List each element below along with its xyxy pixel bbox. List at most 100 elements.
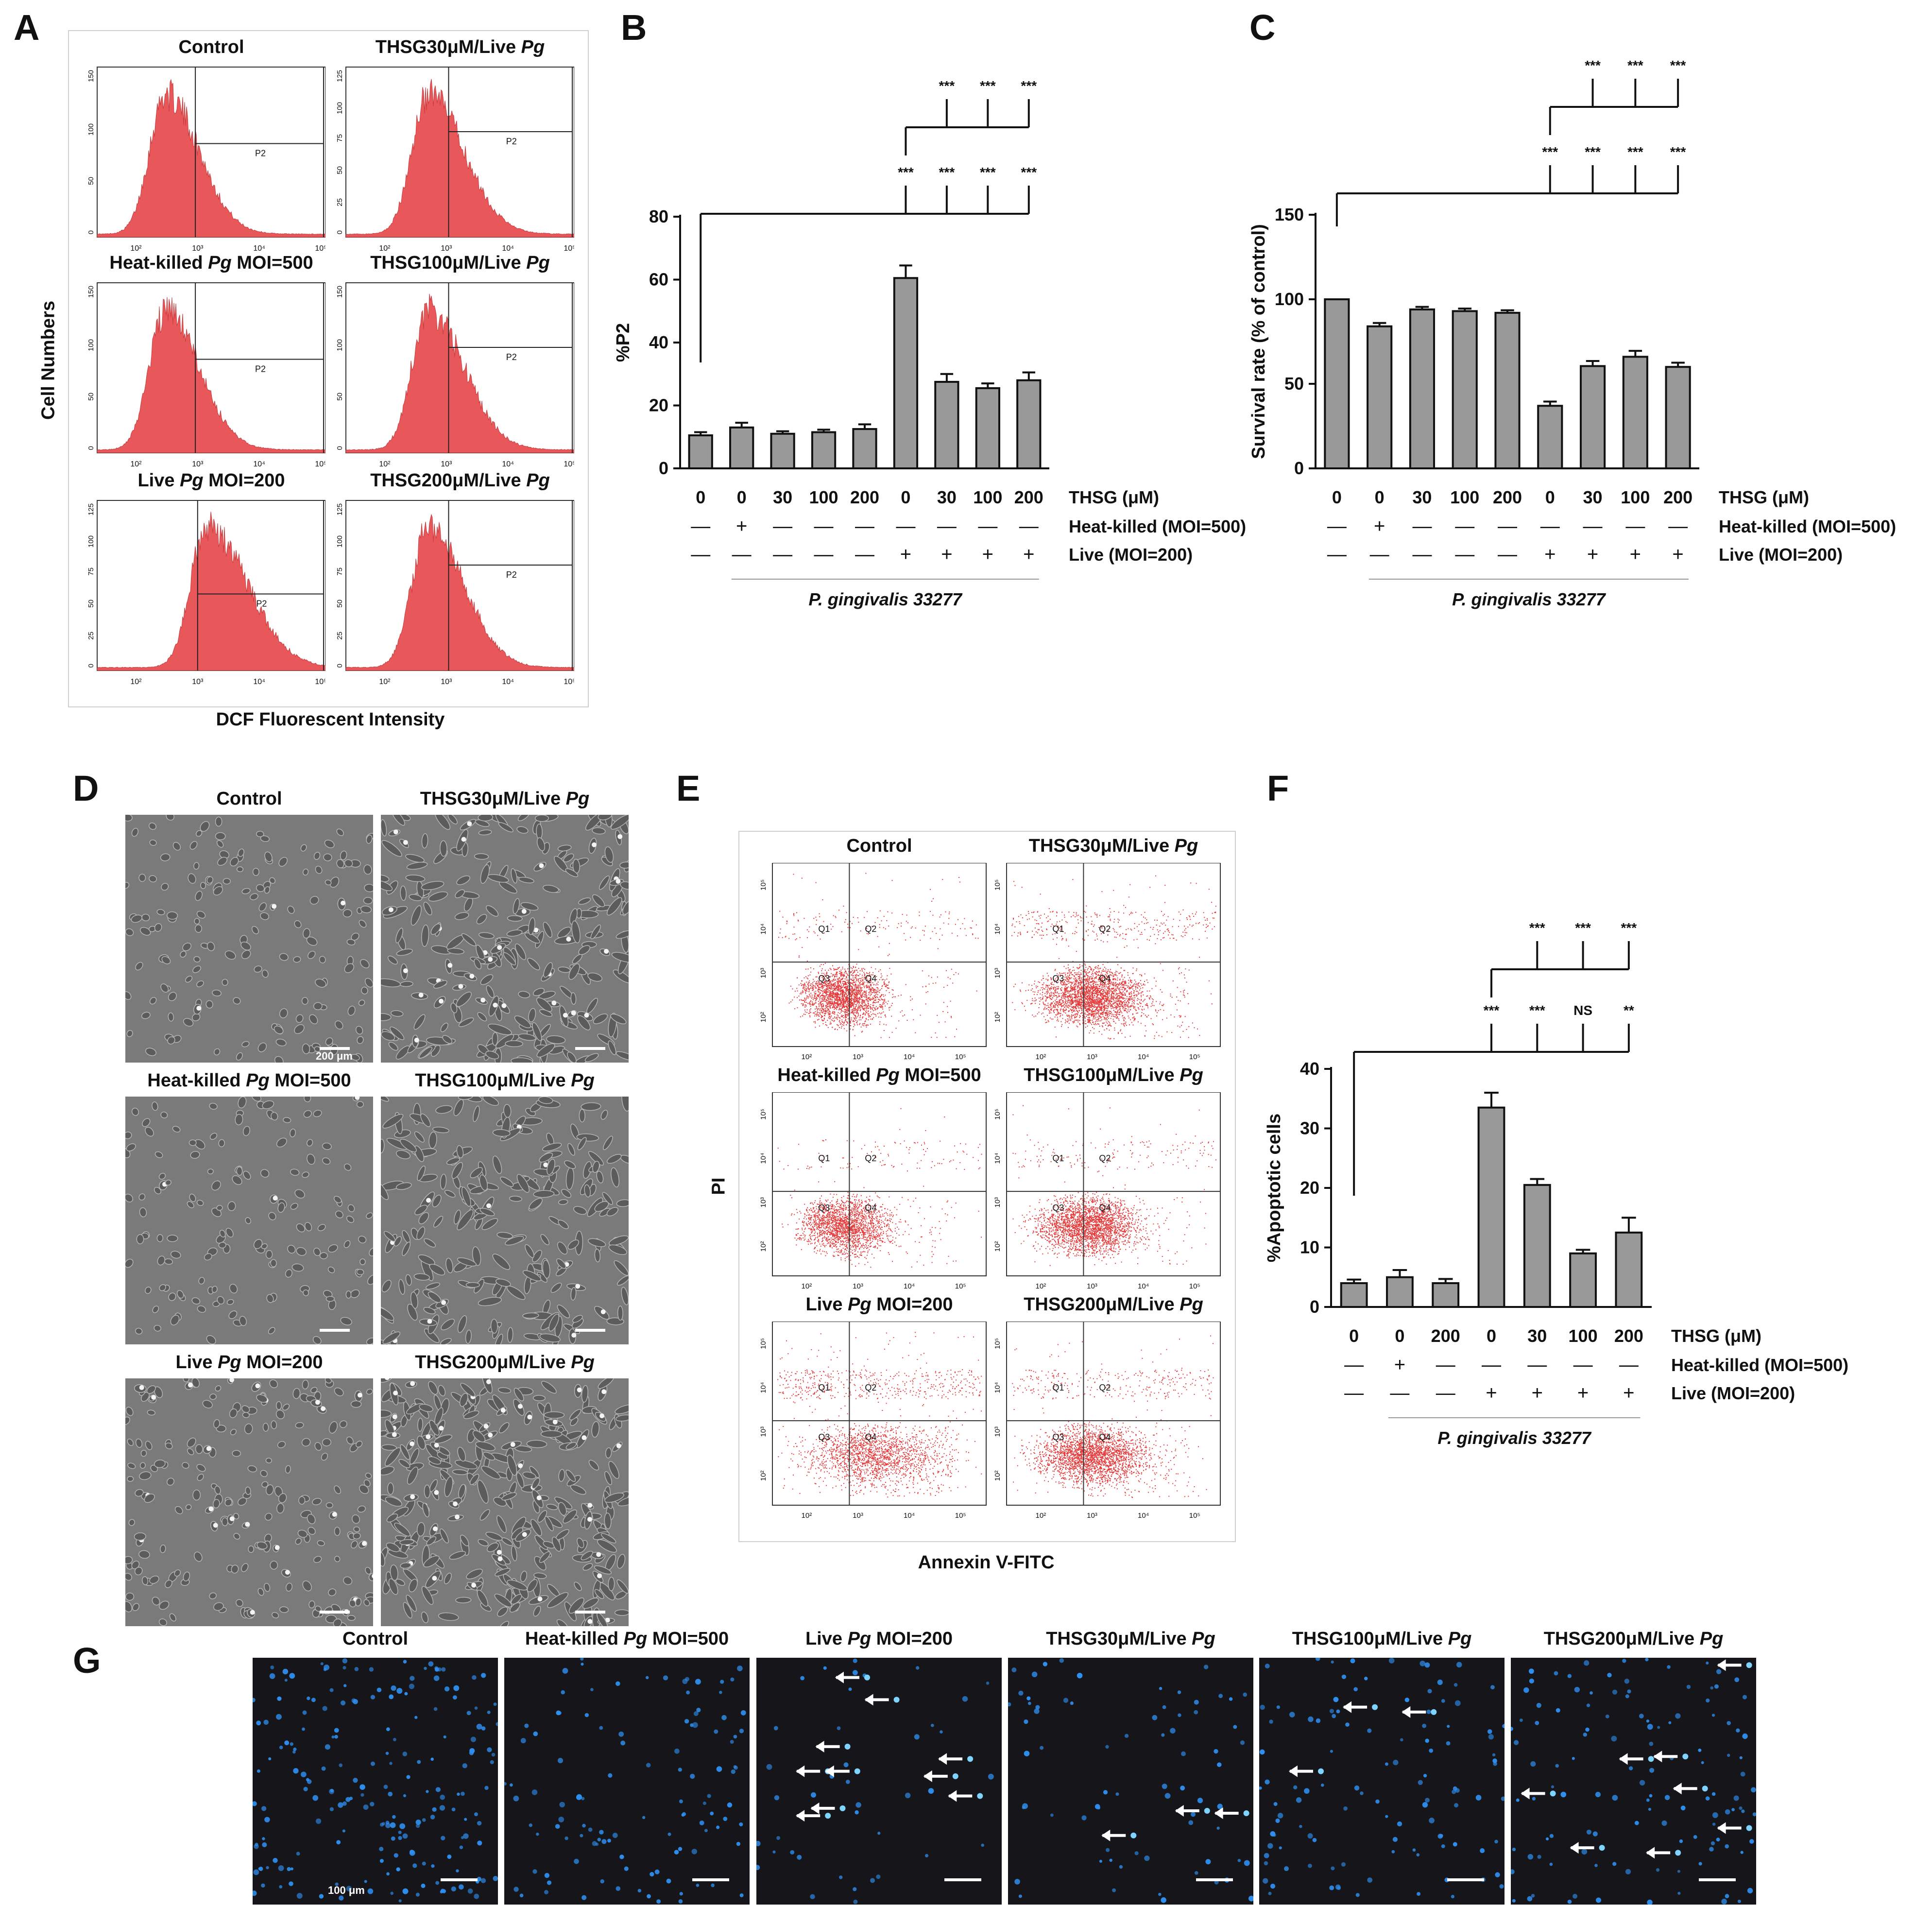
- cell: [500, 1176, 514, 1187]
- cell: [250, 893, 258, 900]
- cell: [480, 864, 490, 884]
- bright-cell: [273, 1196, 278, 1201]
- cell: [241, 888, 251, 894]
- cell: [409, 1579, 418, 1593]
- nucleus: [1043, 1662, 1048, 1666]
- cell: [400, 1444, 410, 1460]
- cell: [295, 1422, 304, 1428]
- apoptotic-nucleus: [1431, 1709, 1437, 1715]
- cell: [486, 985, 495, 998]
- nucleus: [346, 1886, 352, 1891]
- nucleus: [1360, 1791, 1364, 1795]
- cell: [127, 1438, 134, 1446]
- cell: [125, 882, 130, 889]
- cell: [212, 1499, 220, 1509]
- dotplot-title: THSG100μM/Live Pg: [1024, 1065, 1203, 1085]
- nucleus: [559, 1802, 565, 1808]
- cell: [230, 1428, 237, 1435]
- nucleus: [736, 1841, 741, 1846]
- cell: [590, 924, 601, 940]
- cell: [313, 1110, 322, 1117]
- cell: [511, 1594, 522, 1605]
- nucleus: [1364, 1677, 1368, 1681]
- cell: [125, 1258, 134, 1268]
- x-tick-label: 10²: [130, 678, 142, 686]
- cell: [418, 1212, 429, 1224]
- micrograph-cells: [381, 1378, 629, 1626]
- cell: [616, 1579, 629, 1594]
- cell: [303, 1289, 309, 1296]
- bright-cell: [439, 998, 444, 1004]
- panel-e-x-title: Annexin V-FITC: [918, 1552, 1055, 1573]
- nucleus: [329, 1807, 334, 1811]
- nucleus: [682, 1812, 686, 1816]
- nucleus: [389, 1762, 393, 1765]
- x-tick-label: 10³: [853, 1282, 863, 1290]
- bar: [1494, 311, 1521, 470]
- live-mark: —: [1455, 544, 1474, 565]
- arrow-head: [796, 1765, 805, 1777]
- x-category-label: 200: [1614, 1326, 1643, 1346]
- nucleus: [1425, 1738, 1429, 1743]
- cell: [564, 1160, 576, 1169]
- cell: [536, 1043, 555, 1058]
- cell: [454, 912, 469, 920]
- cell: [347, 1005, 356, 1016]
- row-label: Live (MOI=200): [1719, 545, 1843, 565]
- quadrant-q2: Q2: [1099, 1383, 1111, 1392]
- nucleus: [654, 1869, 660, 1874]
- nucleus: [409, 1684, 414, 1689]
- nucleus: [1531, 1894, 1535, 1898]
- cell: [520, 1570, 528, 1582]
- cell: [616, 1199, 629, 1207]
- cell: [213, 1419, 220, 1428]
- nucleus: [452, 1695, 457, 1700]
- histogram-title: Heat-killed Pg MOI=500: [109, 253, 313, 273]
- cell: [138, 874, 146, 882]
- nucleus: [302, 1727, 305, 1731]
- nucleus: [388, 1791, 393, 1797]
- bright-cell: [483, 1424, 489, 1429]
- cell: [495, 1334, 503, 1344]
- nucleus: [1740, 1771, 1745, 1777]
- cell: [310, 1387, 318, 1393]
- apoptotic-nucleus: [839, 1805, 846, 1811]
- cell: [456, 991, 472, 1007]
- nucleus: [440, 1794, 445, 1800]
- cell: [533, 1572, 547, 1579]
- nucleus: [1081, 1815, 1087, 1821]
- nucleus: [254, 1844, 259, 1849]
- nucleus: [666, 1878, 671, 1884]
- cell: [317, 1540, 325, 1546]
- cell: [233, 997, 241, 1005]
- heat-killed-mark: —: [1625, 515, 1645, 537]
- cell: [444, 1476, 453, 1497]
- cell: [344, 1163, 352, 1171]
- nucleus: [339, 1763, 343, 1768]
- cell: [614, 1609, 629, 1616]
- nucleus: [1385, 1762, 1388, 1766]
- cell: [260, 912, 270, 920]
- nucleus: [1612, 1795, 1618, 1801]
- nucleus: [558, 1817, 564, 1822]
- nucleus: [1259, 1786, 1262, 1790]
- bar: [1340, 1282, 1368, 1308]
- cell: [385, 1447, 401, 1466]
- cell: [211, 1286, 218, 1293]
- fluorescence-image: [1259, 1658, 1505, 1905]
- cell: [387, 1482, 394, 1495]
- arrow-head: [1653, 1751, 1662, 1763]
- x-tick-label: 10³: [1087, 1282, 1097, 1290]
- nucleus: [302, 1710, 307, 1715]
- cell: [349, 1599, 356, 1608]
- nucleus: [1269, 1719, 1273, 1724]
- nucleus: [264, 1817, 270, 1822]
- cell: [194, 918, 200, 925]
- cell: [444, 1572, 452, 1584]
- cell: [238, 1097, 247, 1109]
- cell: [584, 1184, 591, 1198]
- micrograph-title: THSG30μM/Live Pg: [420, 789, 590, 809]
- nucleus: [1740, 1851, 1744, 1854]
